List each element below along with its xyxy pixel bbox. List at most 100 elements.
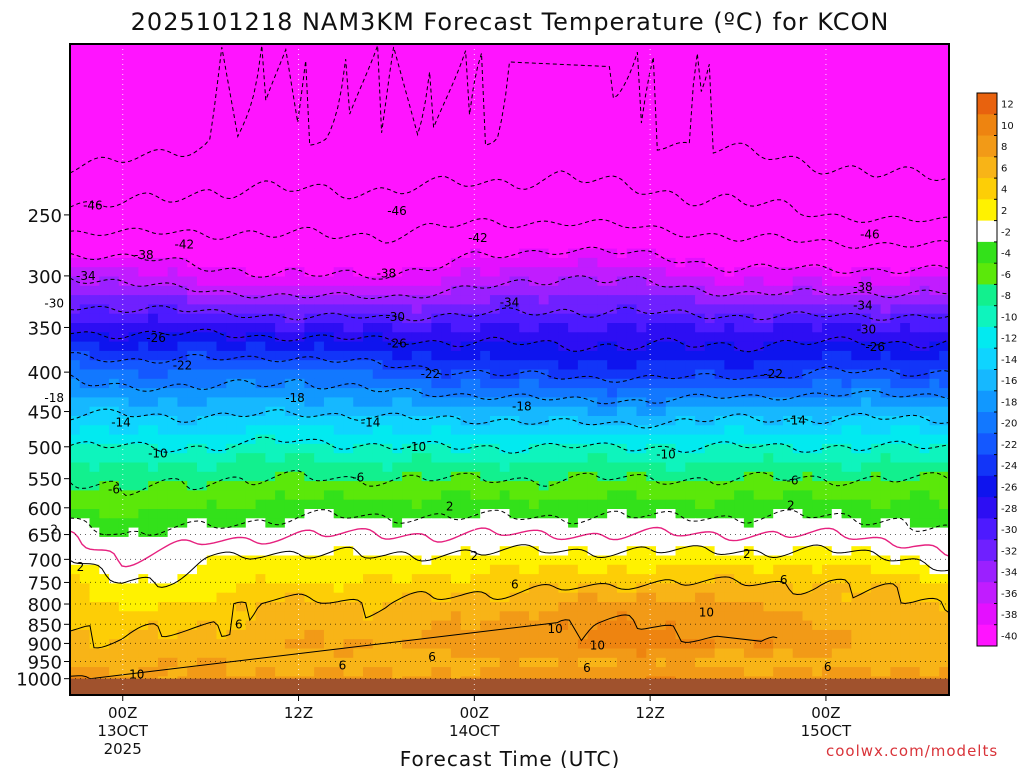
temperature-cell [109,248,120,259]
temperature-cell [157,453,169,464]
temperature-cell [538,360,550,371]
temperature-cell [460,536,472,547]
temperature-cell [177,202,188,212]
temperature-cell [411,230,423,240]
temperature-cell [255,99,266,110]
temperature-cell [861,174,872,185]
temperature-cell [880,183,891,194]
temperature-cell [265,53,276,64]
temperature-cell [148,230,159,240]
temperature-cell [841,239,852,250]
temperature-cell [773,127,784,138]
temperature-cell [900,388,911,398]
temperature-cell [616,453,628,464]
temperature-cell [753,406,765,417]
temperature-cell [470,295,481,305]
temperature-cell [196,71,208,82]
temperature-cell [99,295,110,305]
temperature-cell [177,481,188,491]
temperature-cell [245,471,257,482]
temperature-cell [909,536,921,547]
temperature-cell [314,267,325,278]
temperature-cell [372,443,384,454]
temperature-cell [275,44,286,54]
temperature-cell [138,118,149,129]
temperature-cell [529,109,540,119]
temperature-cell [734,304,745,315]
temperature-cell [626,230,638,240]
temperature-cell [460,211,472,222]
temperature-cell [529,146,540,157]
temperature-cell [70,499,81,510]
temperature-cell [421,230,432,240]
temperature-cell [148,397,159,408]
temperature-cell [656,276,667,287]
temperature-cell [851,276,862,287]
temperature-cell [148,388,159,398]
temperature-cell [196,164,208,175]
temperature-cell [675,220,686,231]
temperature-cell [597,202,608,212]
temperature-cell [402,53,413,64]
temperature-cell [431,230,442,240]
temperature-cell [284,183,296,194]
temperature-cell [411,509,423,519]
temperature-cell [236,434,247,445]
temperature-cell [734,546,745,557]
temperature-cell [89,527,100,538]
temperature-cell [802,285,813,296]
temperature-cell [675,53,686,64]
temperature-cell [695,397,706,408]
temperature-cell [499,230,511,240]
temperature-cell [841,425,852,436]
temperature-cell [685,183,696,194]
temperature-cell [763,350,774,361]
temperature-cell [538,192,550,203]
temperature-cell [929,499,940,510]
temperature-cell [441,536,452,547]
temperature-cell [802,164,813,175]
temperature-cell [138,378,149,389]
temperature-cell [216,81,227,92]
temperature-cell [489,499,501,510]
temperature-cell [577,471,589,482]
temperature-cell [558,406,569,417]
temperature-cell [587,109,598,119]
temperature-cell [831,546,843,557]
temperature-cell [822,443,833,454]
temperature-cell [167,127,179,138]
temperature-cell [538,118,550,129]
temperature-cell [470,462,481,473]
temperature-cell [343,192,354,203]
temperature-cell [460,471,472,482]
temperature-cell [323,267,335,278]
temperature-cell [831,81,843,92]
temperature-cell [909,453,921,464]
temperature-cell [675,211,686,222]
temperature-cell [441,341,452,352]
temperature-cell [118,434,130,445]
temperature-cell [851,137,862,147]
temperature-cell [294,211,305,222]
temperature-cell [743,453,755,464]
temperature-cell [314,155,325,166]
temperature-cell [763,509,774,519]
temperature-cell [411,304,423,315]
temperature-cell [177,360,188,371]
temperature-cell [489,192,501,203]
temperature-cell [646,518,657,529]
temperature-cell [851,220,862,231]
temperature-cell [382,378,393,389]
temperature-cell [861,183,872,194]
temperature-cell [89,137,100,147]
temperature-cell [724,183,735,194]
temperature-cell [275,295,286,305]
temperature-cell [743,462,755,473]
temperature-cell [275,425,286,436]
temperature-cell [743,146,755,157]
temperature-cell [929,71,940,82]
temperature-cell [236,425,247,436]
temperature-cell [236,109,247,119]
temperature-cell [685,434,696,445]
temperature-cell [753,295,765,305]
